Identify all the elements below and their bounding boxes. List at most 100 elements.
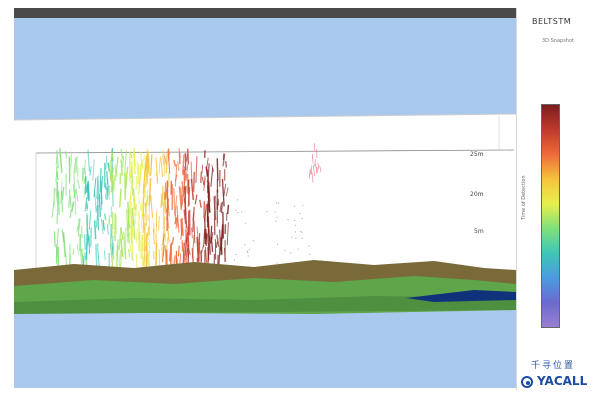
detection-streak [80,248,85,267]
detection-streak [102,219,105,231]
detection-streak [156,172,158,185]
detection-streak [61,186,65,200]
detection-streak [216,234,220,248]
detection-streak [97,180,100,208]
detection-dot [299,212,301,215]
detection-streak [145,164,148,188]
detection-streak [211,164,215,172]
detection-streak [135,227,138,244]
detection-dot [235,209,237,211]
detection-streak [98,193,102,218]
detection-streak [128,239,132,253]
detection-streak [210,167,214,187]
detection-streak [218,229,222,256]
detection-streak [120,148,124,159]
detection-streak [148,203,151,230]
detection-streak [145,195,149,207]
detection-streak [127,208,130,234]
detection-streak [194,194,198,205]
detection-streak [219,202,223,213]
detection-streak [115,170,118,177]
detection-streak [142,169,146,194]
detection-streak [71,201,75,212]
detection-streak [225,161,227,168]
detection-dot [297,248,299,250]
detection-streak [147,241,151,249]
detection-streak [107,178,110,200]
detection-streak [224,247,226,262]
detection-streak [96,196,99,211]
detection-streak [92,159,95,181]
detection-streak [152,228,155,245]
detection-streak [106,185,109,201]
detection-streak [108,159,112,171]
detection-streak [317,162,320,170]
detection-streak [99,168,102,193]
detection-streak [158,216,160,231]
detection-streak [163,155,167,165]
detection-streak [140,203,143,230]
detection-streak [185,164,189,179]
detection-streak [93,177,97,197]
color-legend-bar [541,104,560,328]
detection-streak [153,223,155,234]
detection-streak [104,186,108,200]
detection-dot [294,205,296,207]
detection-streak [83,159,87,175]
panel-subtitle: 3D Snapshot [542,38,574,44]
detection-streak [178,186,183,210]
detection-streak [183,197,187,211]
detection-streak [115,157,119,173]
detection-streak [162,234,165,246]
detection-dot [278,202,280,204]
detection-streak [183,256,188,264]
detection-streak [206,163,210,183]
detection-streak [60,180,63,204]
detection-streak [147,151,150,177]
detection-streak [308,168,311,179]
detection-dot [236,199,239,201]
detection-dot [291,236,293,238]
detection-streak [76,225,79,233]
detection-streak [129,151,133,159]
box-edge-top [14,113,516,121]
detection-streak [191,248,195,263]
detection-streak [195,156,198,184]
detection-streak [108,218,111,227]
side-panel: BELTSTM 3D Snapshot Time of Detection 千寻… [516,8,601,390]
detection-streak [164,182,167,200]
detection-streak [137,163,140,184]
detection-streak [114,164,117,181]
detection-dot [309,253,311,256]
detection-streak [121,155,125,168]
detection-dot [274,211,276,213]
detection-streak [56,150,59,169]
detection-streak [158,157,161,175]
detection-streak [96,175,99,199]
detection-streak [155,253,158,263]
detection-streak [167,216,170,229]
detection-dot [248,249,250,251]
detection-streak [183,209,187,224]
detection-streak [220,237,223,255]
detection-streak [94,192,97,213]
detection-streak [226,204,230,215]
detection-streak [83,234,87,250]
detection-streak [120,159,123,176]
detection-streak [110,230,113,245]
3d-viewport[interactable]: 25m 20m 5m [14,18,516,388]
detection-streak [167,148,171,155]
detection-streak [95,206,99,228]
detection-streak [131,253,134,262]
detection-streak [142,154,146,162]
detection-streak [187,148,189,165]
title-bar [14,8,526,18]
detection-dot [294,220,296,222]
detection-streak [87,180,90,201]
detection-streak [56,181,59,198]
detection-streak [84,186,88,195]
detection-dot [246,250,248,253]
detection-streak [56,171,59,181]
detection-streak [74,192,77,215]
